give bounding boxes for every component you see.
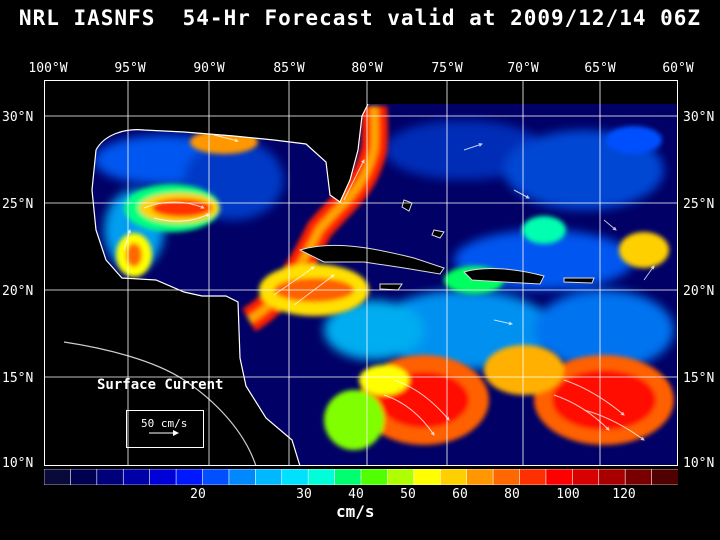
lat-label-15n-right: 15°N: [683, 371, 715, 386]
colorbar-swatch: [281, 469, 309, 485]
colorbar-swatch: [255, 469, 283, 485]
colorbar-label-40: 40: [348, 487, 364, 502]
colorbar-swatch: [360, 469, 389, 485]
lat-label-10n-left: 10°N: [2, 456, 34, 471]
lat-label-10n-right: 10°N: [683, 456, 715, 471]
legend-box: [126, 410, 204, 448]
colorbar-units: cm/s: [336, 502, 375, 521]
colorbar-label-20: 20: [190, 487, 206, 502]
colorbar-swatch: [519, 469, 547, 485]
lon-label-85w: 85°W: [273, 61, 305, 76]
colorbar-swatch: [598, 469, 626, 485]
lat-label-20n-right: 20°N: [683, 284, 715, 299]
legend-arrow-icon: [149, 430, 179, 436]
colorbar-swatch: [624, 469, 653, 485]
colorbar-swatch: [572, 469, 600, 485]
colorbar-swatch: [492, 469, 521, 485]
colorbar-swatch: [175, 469, 204, 485]
colorbar-swatch: [44, 469, 72, 485]
lon-label-65w: 65°W: [584, 61, 616, 76]
colorbar-swatch: [466, 469, 494, 485]
colorbar-swatch: [651, 469, 678, 485]
lat-label-25n-right: 25°N: [683, 197, 715, 212]
lat-label-25n-left: 25°N: [2, 197, 34, 212]
colorbar-swatch: [387, 469, 415, 485]
lat-label-20n-left: 20°N: [2, 284, 34, 299]
colorbar: [44, 469, 678, 485]
lat-label-15n-left: 15°N: [2, 371, 34, 386]
legend-value: 50 cm/s: [141, 417, 188, 430]
map-frame: [44, 80, 678, 466]
colorbar-label-30: 30: [296, 487, 312, 502]
colorbar-swatch: [149, 469, 177, 485]
lon-label-75w: 75°W: [431, 61, 463, 76]
lon-label-80w: 80°W: [351, 61, 383, 76]
map-title: NRL IASNFS 54-Hr Forecast valid at 2009/…: [18, 6, 702, 30]
coastlines: [63, 103, 369, 466]
colorbar-label-80: 80: [504, 487, 520, 502]
lat-label-30n-right: 30°N: [683, 110, 715, 125]
lon-label-90w: 90°W: [193, 61, 225, 76]
current-map: [44, 80, 678, 466]
colorbar-swatch: [70, 469, 98, 485]
lon-label-100w: 100°W: [28, 61, 68, 76]
current-vectors: [123, 134, 655, 441]
colorbar-label-60: 60: [452, 487, 468, 502]
colorbar-swatch: [413, 469, 442, 485]
legend-title: Surface Current: [97, 377, 224, 393]
colorbar-swatch: [228, 469, 257, 485]
colorbar-swatch: [439, 469, 468, 485]
colorbar-swatch: [334, 469, 362, 485]
colorbar-swatch: [96, 469, 125, 485]
lon-label-70w: 70°W: [507, 61, 539, 76]
lat-lon-grid: [44, 80, 678, 466]
colorbar-label-100: 100: [556, 487, 580, 502]
colorbar-swatch: [202, 469, 230, 485]
colorbar-swatch: [307, 469, 336, 485]
lon-label-95w: 95°W: [114, 61, 146, 76]
ocean-field: [92, 104, 678, 466]
lat-label-30n-left: 30°N: [2, 110, 34, 125]
colorbar-label-120: 120: [612, 487, 636, 502]
lon-label-60w: 60°W: [662, 61, 694, 76]
colorbar-label-50: 50: [400, 487, 416, 502]
colorbar-swatch: [122, 469, 151, 485]
colorbar-swatch: [545, 469, 574, 485]
islands: [298, 199, 595, 291]
